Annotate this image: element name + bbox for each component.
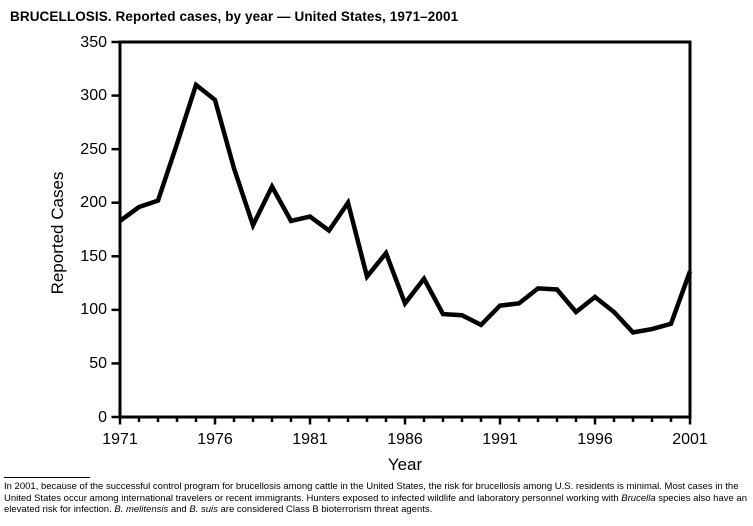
y-tick-label: 250 [80, 140, 107, 158]
footnote-italic-term: B. melitensis [114, 504, 169, 516]
x-tick-label: 1971 [102, 431, 138, 448]
footnote-text: In 2001, because of the successful contr… [4, 481, 751, 516]
y-tick-label: 100 [80, 301, 107, 319]
y-tick-label: 300 [80, 87, 107, 105]
y-tick-label: 50 [89, 354, 107, 372]
data-line [118, 81, 693, 335]
x-axis-title: Year [387, 455, 423, 474]
figure-title: BRUCELLOSIS. Reported cases, by year — U… [10, 9, 459, 24]
y-tick-label: 0 [98, 408, 107, 426]
footnote-italic-term: Brucella [621, 492, 656, 504]
footnote-segment: species also have an elevated risk for i… [4, 492, 747, 516]
y-tick-label: 350 [80, 33, 107, 51]
y-tick-label: 200 [80, 194, 107, 212]
x-tick-label: 1976 [197, 431, 233, 448]
footnote-rule [4, 477, 90, 478]
footnote-segment: are considered Class B bioterrorism thre… [217, 504, 433, 516]
x-tick-label: 2001 [672, 431, 708, 448]
axis-frame [118, 40, 692, 419]
footnote-segment: and [168, 504, 190, 516]
x-tick-label: 1981 [292, 431, 328, 448]
footnote-segment: In 2001, because of the successful contr… [4, 481, 739, 504]
y-axis-title: Reported Cases [48, 171, 67, 295]
y-tick-label: 150 [80, 247, 107, 265]
footnote-italic-term: B. suis [189, 504, 218, 516]
x-tick-label: 1996 [577, 431, 613, 448]
x-tick-label: 1991 [482, 431, 518, 448]
x-tick-label: 1986 [387, 431, 423, 448]
